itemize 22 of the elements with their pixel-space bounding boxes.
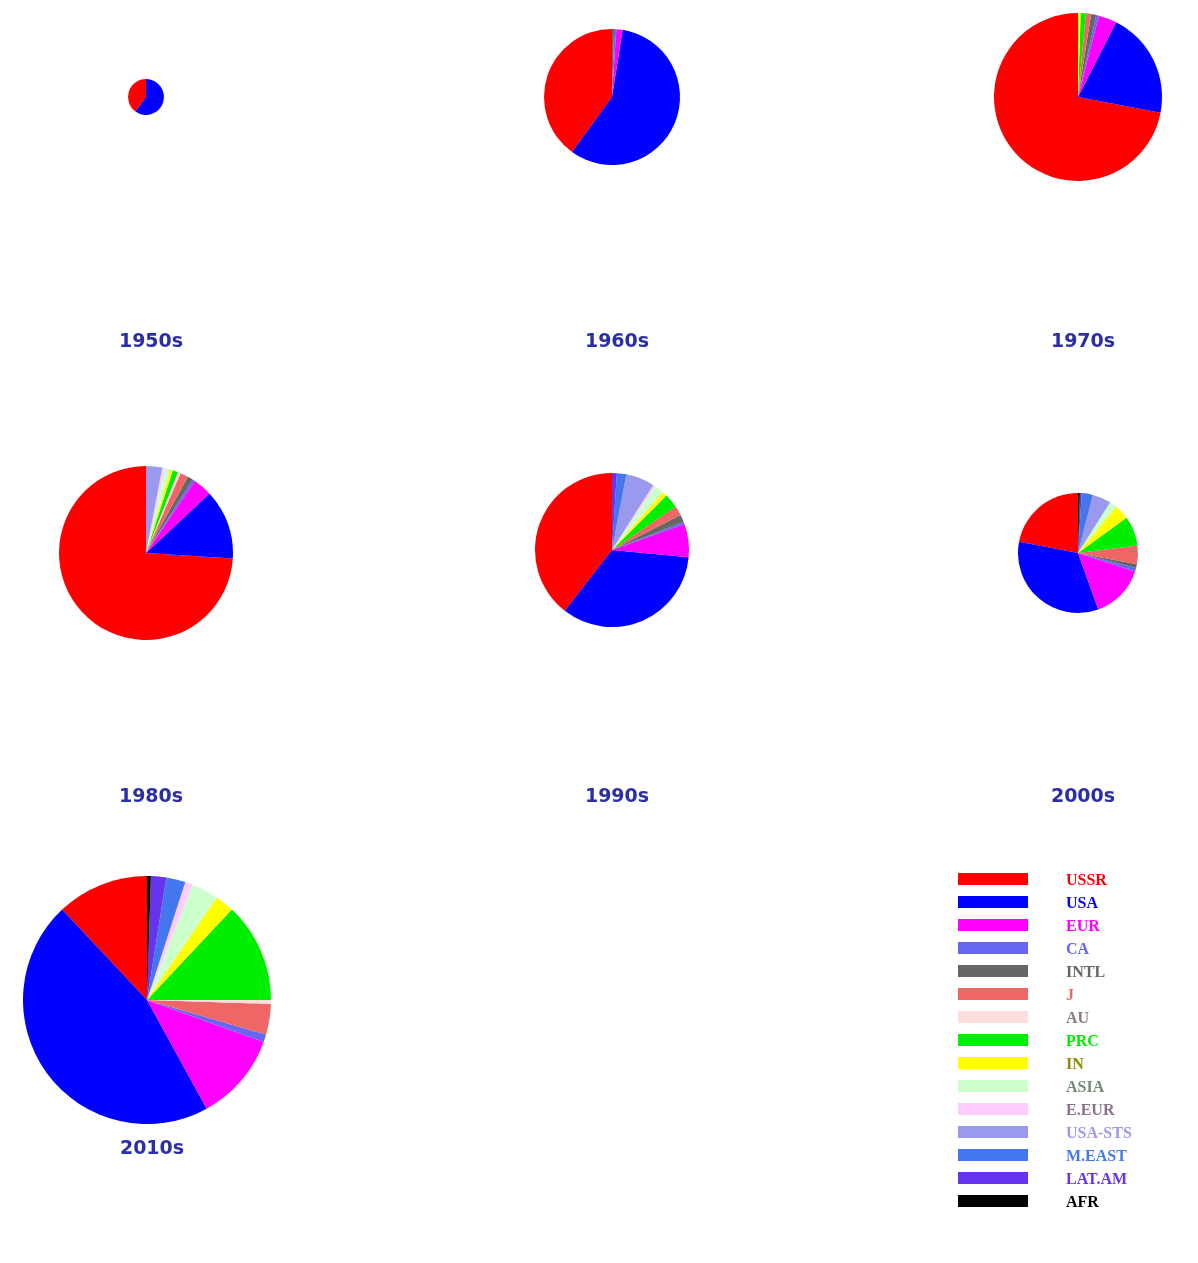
legend-label: M.EAST — [1066, 1146, 1128, 1164]
text: 1990s — [584, 783, 650, 806]
legend-label: LAT.AM — [1066, 1169, 1128, 1187]
legend-label: EUR — [1066, 916, 1101, 934]
legend-label: J — [1066, 985, 1074, 1003]
legend-label: USSR — [1066, 870, 1108, 888]
text: 1960s — [584, 328, 650, 351]
text: 1980s — [118, 783, 184, 806]
legend-label: AU — [1066, 1008, 1090, 1026]
text: 2000s — [1050, 783, 1116, 806]
text: 1950s — [118, 328, 184, 351]
legend-label: USA-STS — [1066, 1123, 1132, 1141]
legend-label: E.EUR — [1066, 1100, 1115, 1118]
text: 2010s — [119, 1135, 185, 1158]
legend-label: CA — [1066, 939, 1090, 957]
legend-label: IN — [1066, 1054, 1085, 1072]
legend-label: AFR — [1066, 1192, 1100, 1210]
text: 1970s — [1050, 328, 1116, 351]
legend-label: INTL — [1066, 962, 1106, 980]
legend-label: PRC — [1066, 1031, 1099, 1049]
legend-label: USA — [1066, 893, 1099, 911]
legend-label: ASIA — [1066, 1077, 1105, 1095]
